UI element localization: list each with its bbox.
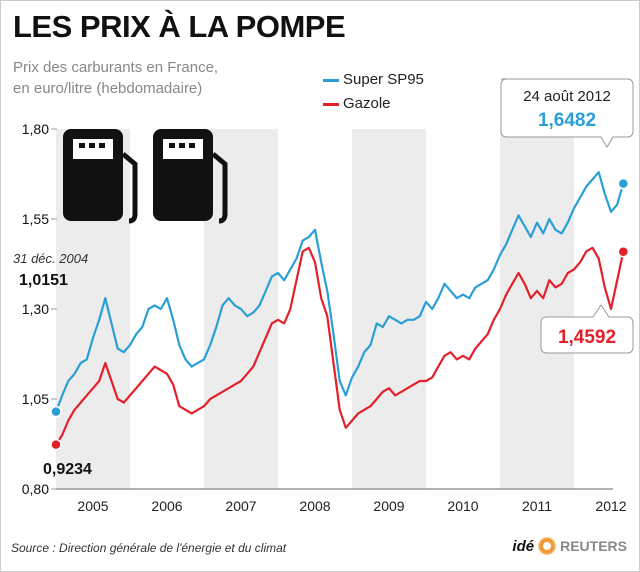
x-tick-label: 2006: [151, 498, 182, 514]
y-tick-label: 1,30: [22, 301, 49, 317]
y-tick-label: 1,55: [22, 211, 49, 227]
x-tick-label: 2011: [522, 498, 552, 514]
legend-sp95: Super SP95: [323, 71, 424, 88]
series-line-gazole: [55, 246, 625, 446]
end-gazole-label: 1,4592: [558, 327, 616, 348]
end-gazole-callout: 1,4592: [540, 304, 634, 354]
year-band: [352, 129, 426, 489]
end-date-label: 24 août 2012: [523, 88, 611, 105]
subtitle-line-1: Prix des carburants en France,: [13, 59, 219, 76]
x-tick-label: 2005: [77, 498, 108, 514]
legend-label: Gazole: [343, 95, 391, 112]
start-gazole-label: 0,9234: [43, 461, 92, 478]
legend-gazole: Gazole: [323, 95, 391, 112]
end-point: [617, 177, 630, 190]
y-tick-label: 1,80: [22, 121, 49, 137]
start-point: [50, 438, 62, 451]
fuel-pump-icon: [153, 129, 228, 224]
end-point: [617, 245, 630, 258]
chart-subtitle: Prix des carburants en France, en euro/l…: [13, 57, 218, 99]
end-sp95-callout: 24 août 2012 1,6482: [500, 78, 634, 148]
y-tick-label: 0,80: [22, 481, 49, 497]
start-sp95-label: 1,0151: [19, 272, 68, 289]
x-tick-label: 2009: [373, 498, 404, 514]
logo: idé REUTERS: [512, 537, 627, 555]
x-tick-label: 2008: [299, 498, 330, 514]
x-tick-label: 2012: [595, 498, 626, 514]
start-point: [50, 405, 62, 418]
ide-logo: idé: [512, 537, 535, 555]
subtitle-line-2: en euro/litre (hebdomadaire): [13, 80, 203, 97]
x-tick-label: 2007: [225, 498, 256, 514]
chart-title: LES PRIX À LA POMPE: [13, 9, 346, 44]
end-sp95-label: 1,6482: [538, 110, 596, 131]
year-band: [500, 129, 574, 489]
source-note: Source : Direction générale de l'énergie…: [11, 541, 287, 555]
series-line-sp95: [54, 171, 625, 412]
reuters-logo: REUTERS: [560, 538, 627, 554]
fuel-pump-icons: [63, 129, 228, 224]
fuel-pump-icon: [63, 129, 138, 224]
start-date-label: 31 déc. 2004: [13, 251, 88, 266]
y-tick-label: 1,05: [22, 391, 49, 407]
legend-label: Super SP95: [343, 71, 424, 88]
x-tick-label: 2010: [447, 498, 478, 514]
reuters-sun-icon: [538, 537, 557, 555]
line-chart: 2005 2006 2007 2008 2009 2010 2011 2012 0,80 1,05…: [13, 78, 634, 514]
